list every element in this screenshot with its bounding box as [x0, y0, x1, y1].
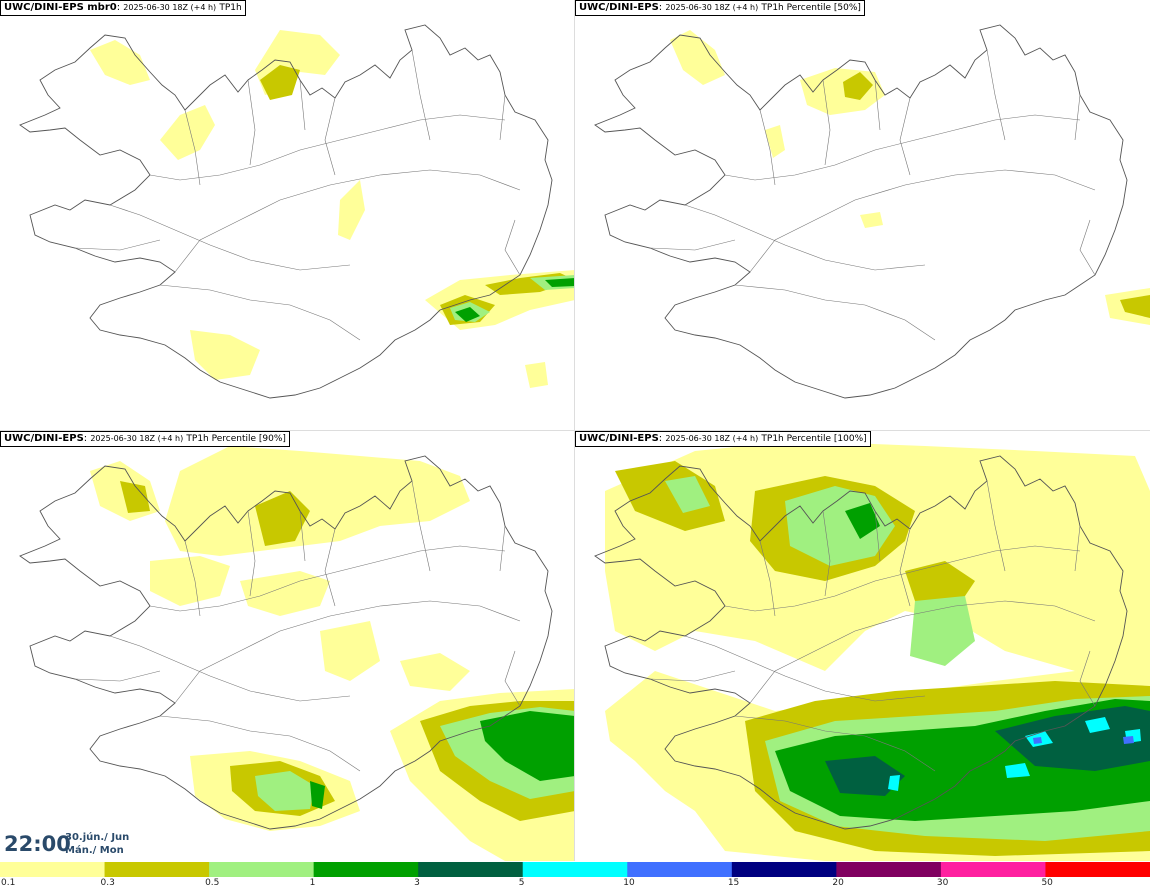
colorbar-segment [209, 862, 315, 877]
colorbar-segment [1045, 862, 1150, 877]
panel-title: UWC/DINI-EPS: 2025-06-30 18Z (+4 h) TP1h… [575, 431, 871, 447]
colorbar-tick-label: 0.1 [1, 878, 16, 888]
colorbar-tick-label: 0.5 [205, 878, 220, 888]
panel-divider-horizontal [0, 430, 1150, 431]
panel-run: 2025-06-30 18Z (+4 h) [90, 434, 184, 443]
panel-param: TP1h Percentile [90%] [186, 434, 286, 444]
colorbar-ticks: 0.1 0.3 0.5 1 3 5 10 15 20 30 50 [0, 877, 1150, 891]
colorbar-segment [940, 862, 1046, 877]
map-p90 [19, 446, 575, 861]
map-p100 [594, 441, 1150, 861]
map-panel-p90: UWC/DINI-EPS: 2025-06-30 18Z (+4 h) TP1h… [0, 431, 575, 861]
precip-very-heavy-areas [455, 278, 575, 322]
valid-date-line2: Mán./ Mon [65, 845, 124, 856]
panel-run: 2025-06-30 18Z (+4 h) [665, 3, 759, 12]
map-panel-p100: UWC/DINI-EPS: 2025-06-30 18Z (+4 h) TP1h… [575, 431, 1150, 861]
colorbar-segment [104, 862, 210, 877]
panel-model: UWC/DINI-EPS [579, 433, 659, 444]
colorbar-segment [522, 862, 628, 877]
precip-intense-areas [825, 706, 1150, 796]
colorbar-segment [418, 862, 524, 877]
panel-run: 2025-06-30 18Z (+4 h) [123, 3, 217, 12]
colorbar-segment [731, 862, 837, 877]
colorbar-tick-label: 50 [1041, 878, 1053, 888]
panel-param: TP1h Percentile [50%] [761, 3, 861, 13]
colorbar-segment [313, 862, 419, 877]
panel-title: UWC/DINI-EPS mbr0: 2025-06-30 18Z (+4 h)… [0, 0, 246, 16]
colorbar-tick-label: 30 [936, 878, 949, 888]
panel-model: UWC/DINI-EPS [579, 2, 659, 13]
colorbar-segment [0, 862, 106, 877]
colorbar-segment [836, 862, 942, 877]
panel-param: TP1h Percentile [100%] [761, 434, 867, 444]
map-mbr0 [19, 24, 575, 399]
colorbar-tick-label: 5 [518, 878, 525, 888]
precip-light-areas [670, 30, 1150, 325]
map-panel-p50: UWC/DINI-EPS: 2025-06-30 18Z (+4 h) TP1h… [575, 0, 1150, 430]
valid-time: 22:00 [4, 832, 71, 856]
precip-very-extreme-areas [1033, 736, 1134, 744]
precip-moderate-areas [843, 72, 1150, 318]
colorbar-tick-label: 3 [414, 878, 420, 888]
colorbar [0, 862, 1150, 877]
valid-date-line1: 30.jún./ Jun [65, 832, 130, 843]
map-p50 [594, 24, 1150, 399]
panel-param: TP1h [219, 3, 242, 13]
valid-date: 30.jún./ Jun Mán./ Mon [65, 831, 129, 857]
colorbar-tick-label: 10 [623, 878, 635, 888]
map-panel-mbr0: UWC/DINI-EPS mbr0: 2025-06-30 18Z (+4 h)… [0, 0, 575, 430]
panel-model: UWC/DINI-EPS mbr0 [4, 2, 117, 13]
precip-very-heavy-areas [310, 711, 575, 809]
valid-time-box: 22:00 30.jún./ Jun Mán./ Mon [0, 826, 134, 861]
panel-run: 2025-06-30 18Z (+4 h) [665, 434, 759, 443]
colorbar-tick-label: 15 [727, 878, 740, 888]
colorbar-tick-label: 0.3 [100, 878, 115, 888]
colorbar-tick-label: 20 [832, 878, 844, 888]
colorbar-tick-label: 1 [309, 878, 316, 888]
panel-model: UWC/DINI-EPS [4, 433, 84, 444]
precip-moderate-areas [260, 65, 575, 325]
colorbar-segment [627, 862, 733, 877]
panel-title: UWC/DINI-EPS: 2025-06-30 18Z (+4 h) TP1h… [0, 431, 290, 447]
panel-title: UWC/DINI-EPS: 2025-06-30 18Z (+4 h) TP1h… [575, 0, 865, 16]
